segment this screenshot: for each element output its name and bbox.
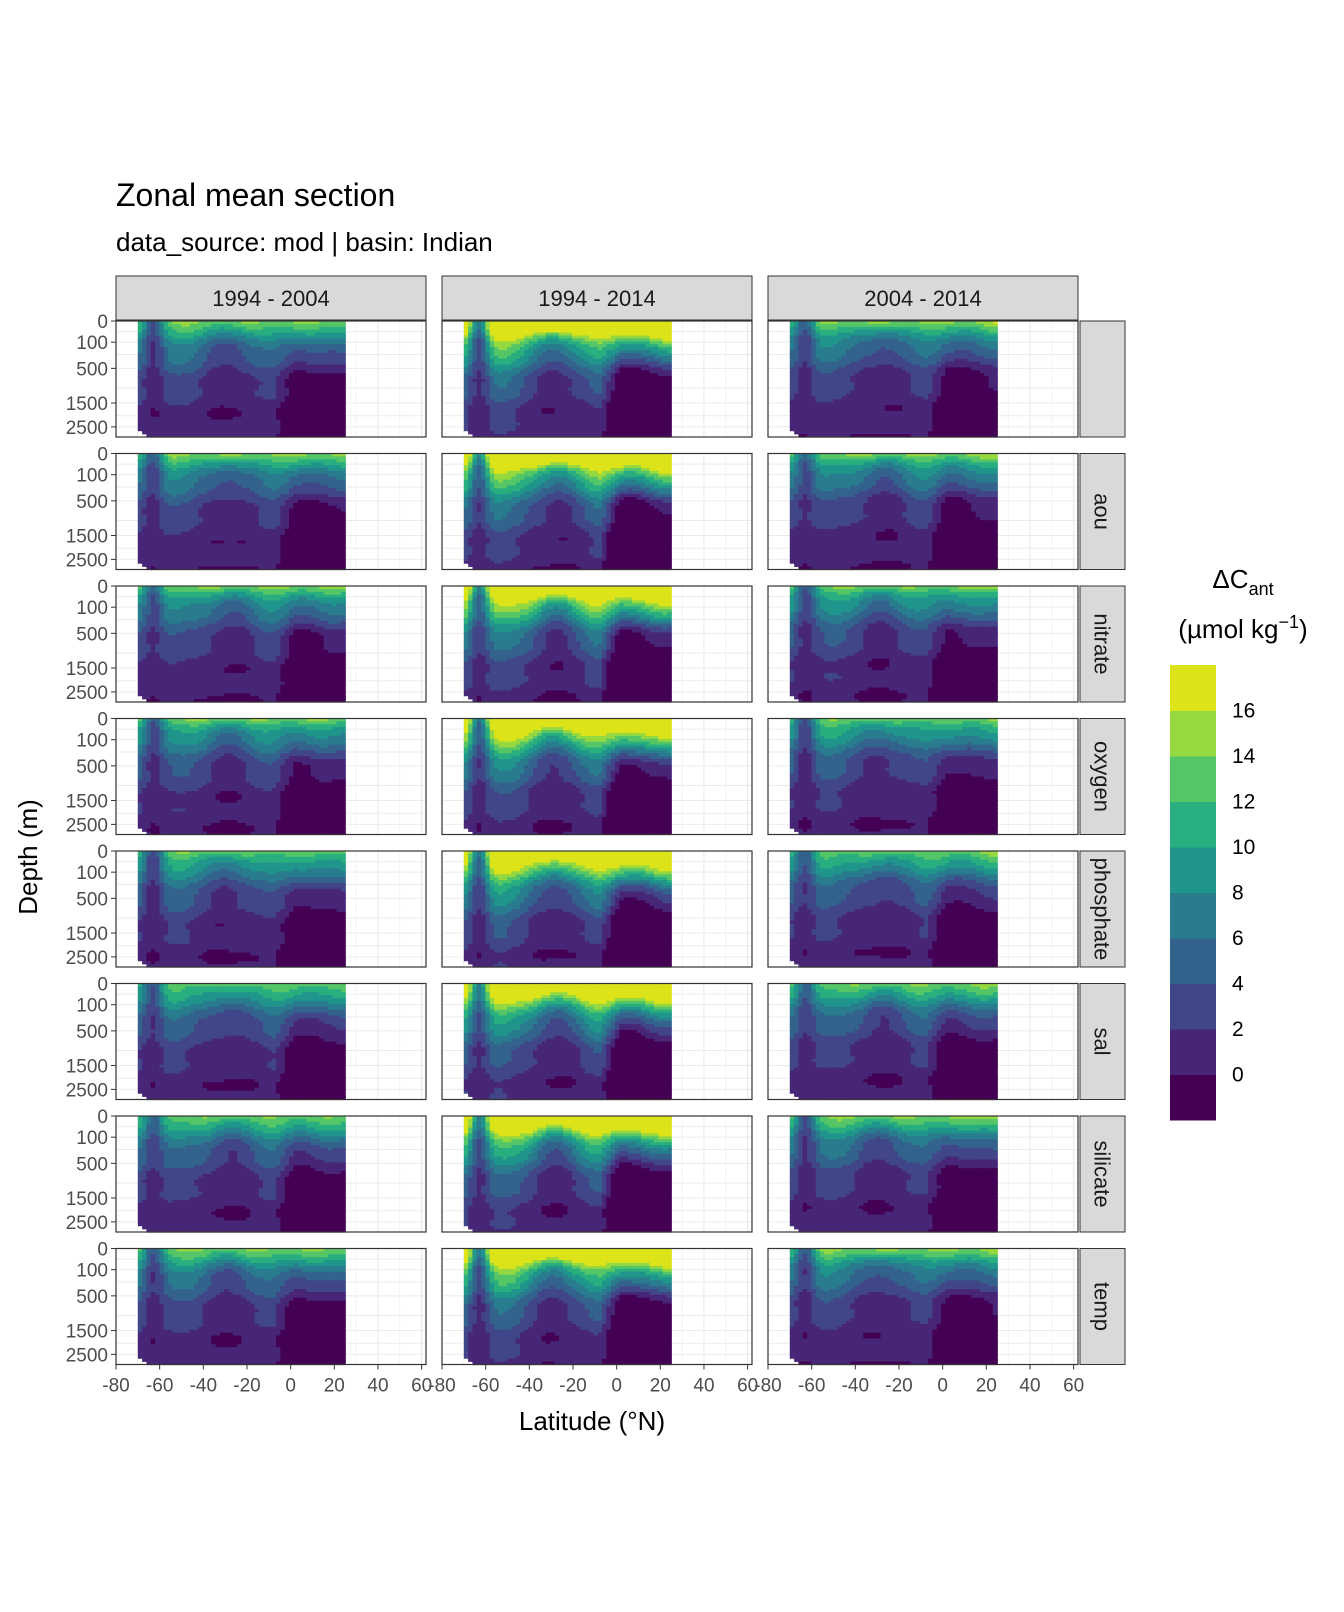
facet-panel [116,321,426,438]
chart-title: Zonal mean section [116,177,395,213]
column-strip-label: 1994 - 2004 [212,286,329,311]
heatmap-field [138,321,346,438]
heatmap-cell [142,431,147,434]
column-strip-label: 2004 - 2014 [864,286,981,311]
heatmap-cell [138,428,143,431]
facet-panels: 1994 - 2004 1994 - 2014 2004 - 2014aounitr… [116,276,1125,1365]
chart-subtitle: data_source: mod | basin: Indian [116,227,493,257]
column-strip-label: 1994 - 2014 [538,286,655,311]
